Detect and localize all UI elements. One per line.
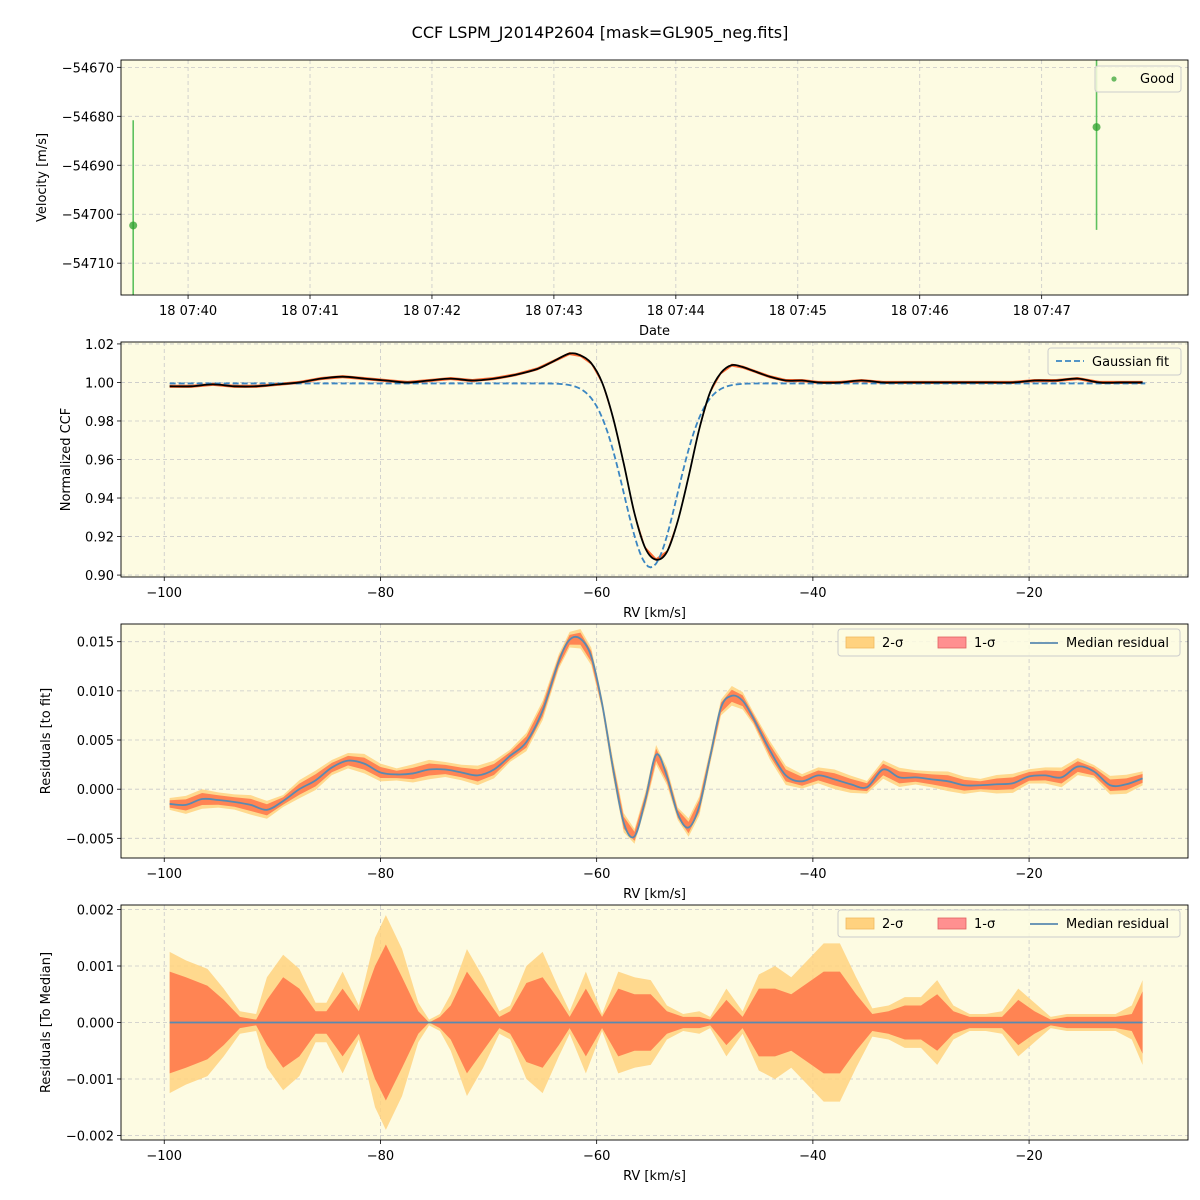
y-tick-label: −54680	[62, 110, 114, 125]
x-tick-label: 18 07:41	[281, 304, 339, 319]
x-tick-label: −20	[1015, 1149, 1042, 1164]
x-tick-label: −80	[367, 586, 394, 601]
x-tick-label: −80	[367, 867, 394, 882]
legend-label: Good	[1140, 72, 1174, 87]
x-tick-label: −100	[146, 586, 182, 601]
x-tick-label: 18 07:40	[159, 304, 217, 319]
x-tick-label: 18 07:46	[891, 304, 949, 319]
y-tick-label: −54700	[62, 208, 114, 223]
y-tick-label: 1.02	[85, 338, 114, 353]
y-tick-label: 0.98	[85, 415, 114, 430]
x-tick-label: −20	[1015, 867, 1042, 882]
x-tick-label: −40	[799, 1149, 826, 1164]
x-tick-label: −60	[583, 1149, 610, 1164]
legend-box	[1047, 347, 1182, 376]
figure-title: CCF LSPM_J2014P2604 [mask=GL905_neg.fits…	[412, 23, 789, 43]
y-tick-label: −0.005	[66, 832, 114, 847]
legend-box	[837, 909, 1181, 938]
y-tick-label: 0.94	[85, 492, 114, 507]
legend-label: 1-σ	[974, 636, 995, 651]
y-tick-label: −54670	[62, 61, 114, 76]
ccf-panel: −100 −80 −60 −40 −20 0.90 0.92 0.94 0.96 0.98 1.00…	[59, 338, 1189, 621]
legend-label: Median residual	[1066, 636, 1169, 651]
y-tick-label: 0.92	[85, 531, 114, 546]
x-axis-label: RV [km/s]	[623, 1169, 686, 1184]
y-tick-label: 0.000	[77, 1017, 114, 1032]
legend-patch-2sigma	[845, 917, 875, 930]
gaussian-fit-line	[169, 382, 1146, 569]
data-point	[129, 221, 138, 230]
x-tick-label: −40	[799, 867, 826, 882]
x-tick-label: 18 07:47	[1013, 304, 1071, 319]
ccf-line	[169, 352, 1143, 561]
y-axis-label: Residuals [To Median]	[39, 952, 54, 1093]
y-tick-label: 0.005	[77, 734, 114, 749]
x-axis-label: Date	[639, 324, 670, 339]
y-tick-label: 1.00	[85, 376, 114, 391]
residuals-median-panel: −100 −80 −60 −40 −20 −0.002 −0.001 0.000 0.001 0.…	[39, 904, 1189, 1184]
legend-box	[1094, 65, 1182, 93]
x-tick-label: 18 07:44	[647, 304, 705, 319]
data-point	[1092, 123, 1101, 132]
x-tick-label: −60	[583, 586, 610, 601]
x-tick-label: −60	[583, 867, 610, 882]
y-tick-label: −0.001	[66, 1073, 114, 1088]
x-tick-label: 18 07:43	[525, 304, 583, 319]
legend-patch-1sigma	[937, 917, 967, 930]
y-tick-label: 0.015	[77, 636, 114, 651]
axes-frame	[120, 341, 1189, 578]
x-tick-label: −100	[146, 1149, 182, 1164]
median-residual-line	[169, 635, 1143, 839]
velocity-panel: 18 07:40 18 07:41 18 07:42 18 07:43 18 07:44…	[35, 59, 1189, 339]
y-tick-label: 0.002	[77, 904, 114, 919]
x-tick-label: −100	[146, 867, 182, 882]
legend-patch-2sigma	[845, 636, 875, 649]
y-tick-label: 0.001	[77, 960, 114, 975]
plot-area-2	[121, 624, 1188, 858]
y-axis-label: Velocity [m/s]	[35, 133, 50, 222]
legend-label: 2-σ	[882, 917, 903, 932]
legend-label: Gaussian fit	[1092, 355, 1169, 370]
y-axis-label: Normalized CCF	[59, 408, 74, 512]
y-tick-label: −54710	[62, 257, 114, 272]
legend-box	[837, 628, 1181, 657]
x-axis-label: RV [km/s]	[623, 887, 686, 902]
legend-marker	[1111, 76, 1117, 82]
legend-label: Median residual	[1066, 917, 1169, 932]
residuals-fit-panel: −100 −80 −60 −40 −20 −0.005 0.000 0.005 0.010 0.0…	[39, 623, 1189, 902]
y-tick-label: −0.002	[66, 1129, 114, 1144]
axes-frame	[120, 623, 1189, 859]
y-tick-label: 0.000	[77, 783, 114, 798]
good-series	[129, 60, 1101, 295]
y-tick-label: 0.90	[85, 569, 114, 584]
x-tick-label: −40	[799, 586, 826, 601]
y-axis-label: Residuals [to fit]	[39, 688, 54, 794]
x-axis-label: RV [km/s]	[623, 606, 686, 621]
legend-patch-1sigma	[937, 636, 967, 649]
y-tick-label: 0.96	[85, 454, 114, 469]
x-tick-label: 18 07:42	[403, 304, 461, 319]
legend-label: 2-σ	[882, 636, 903, 651]
plot-area-0	[121, 60, 1188, 295]
y-tick-label: 0.010	[77, 685, 114, 700]
axes-frame	[120, 904, 1189, 1141]
legend-label: 1-σ	[974, 917, 995, 932]
x-tick-label: −20	[1015, 586, 1042, 601]
x-tick-label: 18 07:45	[769, 304, 827, 319]
x-tick-label: −80	[367, 1149, 394, 1164]
y-tick-label: −54690	[62, 159, 114, 174]
axes-frame	[120, 59, 1189, 296]
